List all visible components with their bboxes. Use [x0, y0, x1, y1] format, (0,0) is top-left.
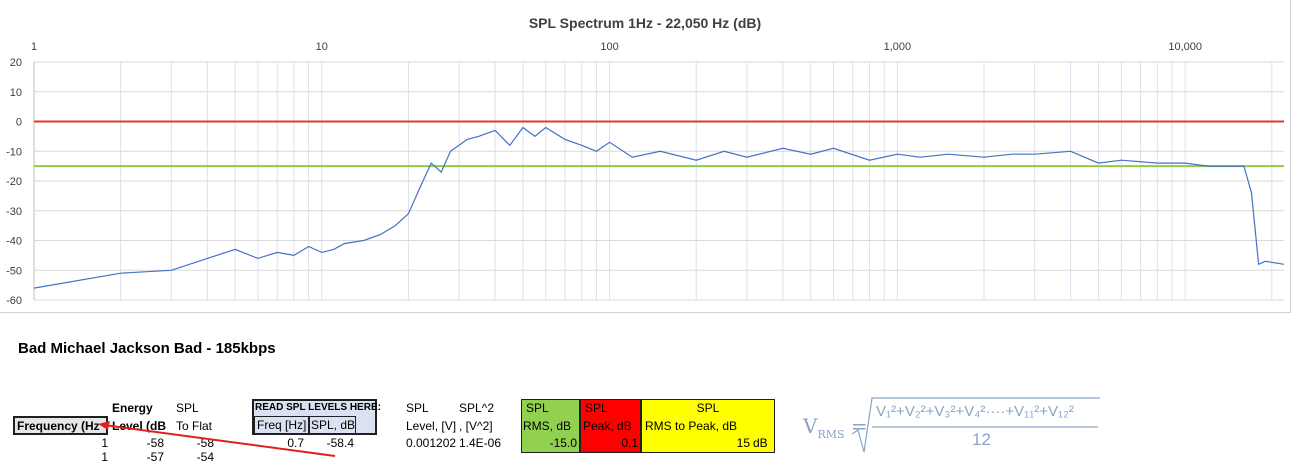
header-frequency-hz: Frequency (Hz	[17, 419, 100, 433]
header-spl-1: SPL	[176, 401, 199, 415]
header-level-db: Level (dB	[112, 419, 167, 433]
rms-value[interactable]: -15.0	[549, 436, 577, 450]
y-tick-label: 20	[10, 57, 22, 69]
read-freq-cell[interactable]	[254, 416, 309, 434]
peak-label-1: SPL	[585, 401, 608, 415]
spl-series-line	[33, 126, 1285, 289]
formula-radical	[851, 397, 1100, 453]
rms-to-peak-label-2: RMS to Peak, dB	[645, 419, 738, 433]
x-tick-label: 1,000	[884, 41, 912, 53]
x-tick-label: 100	[600, 41, 618, 53]
read-spl-cell[interactable]	[309, 416, 356, 434]
x-tick-label: 10	[316, 41, 328, 53]
row1-v-squared[interactable]: 1.4E-06	[459, 436, 502, 450]
read-levels-label: READ SPL LEVELS HERE:	[255, 402, 381, 413]
formula-denominator: 12	[972, 430, 991, 449]
read-levels-box	[252, 399, 377, 435]
peak-value[interactable]: 0.1	[621, 436, 638, 450]
row1-level[interactable]: -58	[146, 436, 164, 450]
y-tick-label: -20	[6, 176, 22, 188]
rms-to-peak-value[interactable]: 15	[736, 436, 750, 450]
header-energy: Energy	[112, 401, 153, 415]
rms-to-peak-box	[641, 399, 775, 453]
sheet-title: Bad Michael Jackson Bad - 185kbps	[18, 340, 276, 357]
peak-label-2: Peak, dB	[583, 419, 632, 433]
rms-label-1: SPL	[526, 401, 549, 415]
x-tick-label: 1	[31, 41, 37, 53]
x-tick-label: 10,000	[1168, 41, 1202, 53]
y-tick-label: -60	[6, 295, 22, 307]
y-tick-label: -40	[6, 236, 22, 248]
row1-read-freq[interactable]: 0.7	[287, 436, 304, 450]
row1-read-spl[interactable]: -58.4	[326, 436, 354, 450]
rms-label-2: RMS, dB	[523, 419, 572, 433]
header-level-v: Level, [V]	[406, 419, 457, 433]
rms-to-peak-unit: dB	[753, 436, 768, 450]
header-spl-squared: SPL^2	[459, 401, 494, 415]
header-to-flat: To Flat	[176, 419, 213, 433]
y-tick-label: -50	[6, 265, 22, 277]
y-tick-label: -30	[6, 206, 22, 218]
formula-numerator: V₁²+V₂²+V₃²+V₄²····+V₁₁²+V₁₂²	[876, 403, 1074, 420]
rms-to-peak-label-1: SPL	[696, 401, 720, 415]
chart-title: SPL Spectrum 1Hz - 22,050 Hz (dB)	[528, 15, 762, 31]
header-v-squared: , [V^2]	[459, 419, 493, 433]
formula-v-sub: RMS	[817, 428, 845, 441]
pointer-arrow	[98, 421, 336, 457]
y-tick-label: 10	[10, 87, 22, 99]
header-spl-2: SPL	[406, 401, 429, 415]
y-tick-label: -10	[6, 146, 22, 158]
header-spl-db: SPL, dB	[311, 418, 356, 432]
y-tick-label: 0	[16, 117, 22, 129]
header-freq-hz: Freq [Hz]	[257, 418, 307, 432]
row1-level-v[interactable]: 0.001202	[406, 436, 457, 450]
row1-frequency[interactable]: 1	[101, 436, 108, 450]
rms-box	[521, 399, 580, 453]
spl-spectrum-chart[interactable]: SPL Spectrum 1Hz - 22,050 Hz (dB) 1 10 100…	[0, 0, 1291, 313]
formula-v: V	[803, 414, 818, 438]
